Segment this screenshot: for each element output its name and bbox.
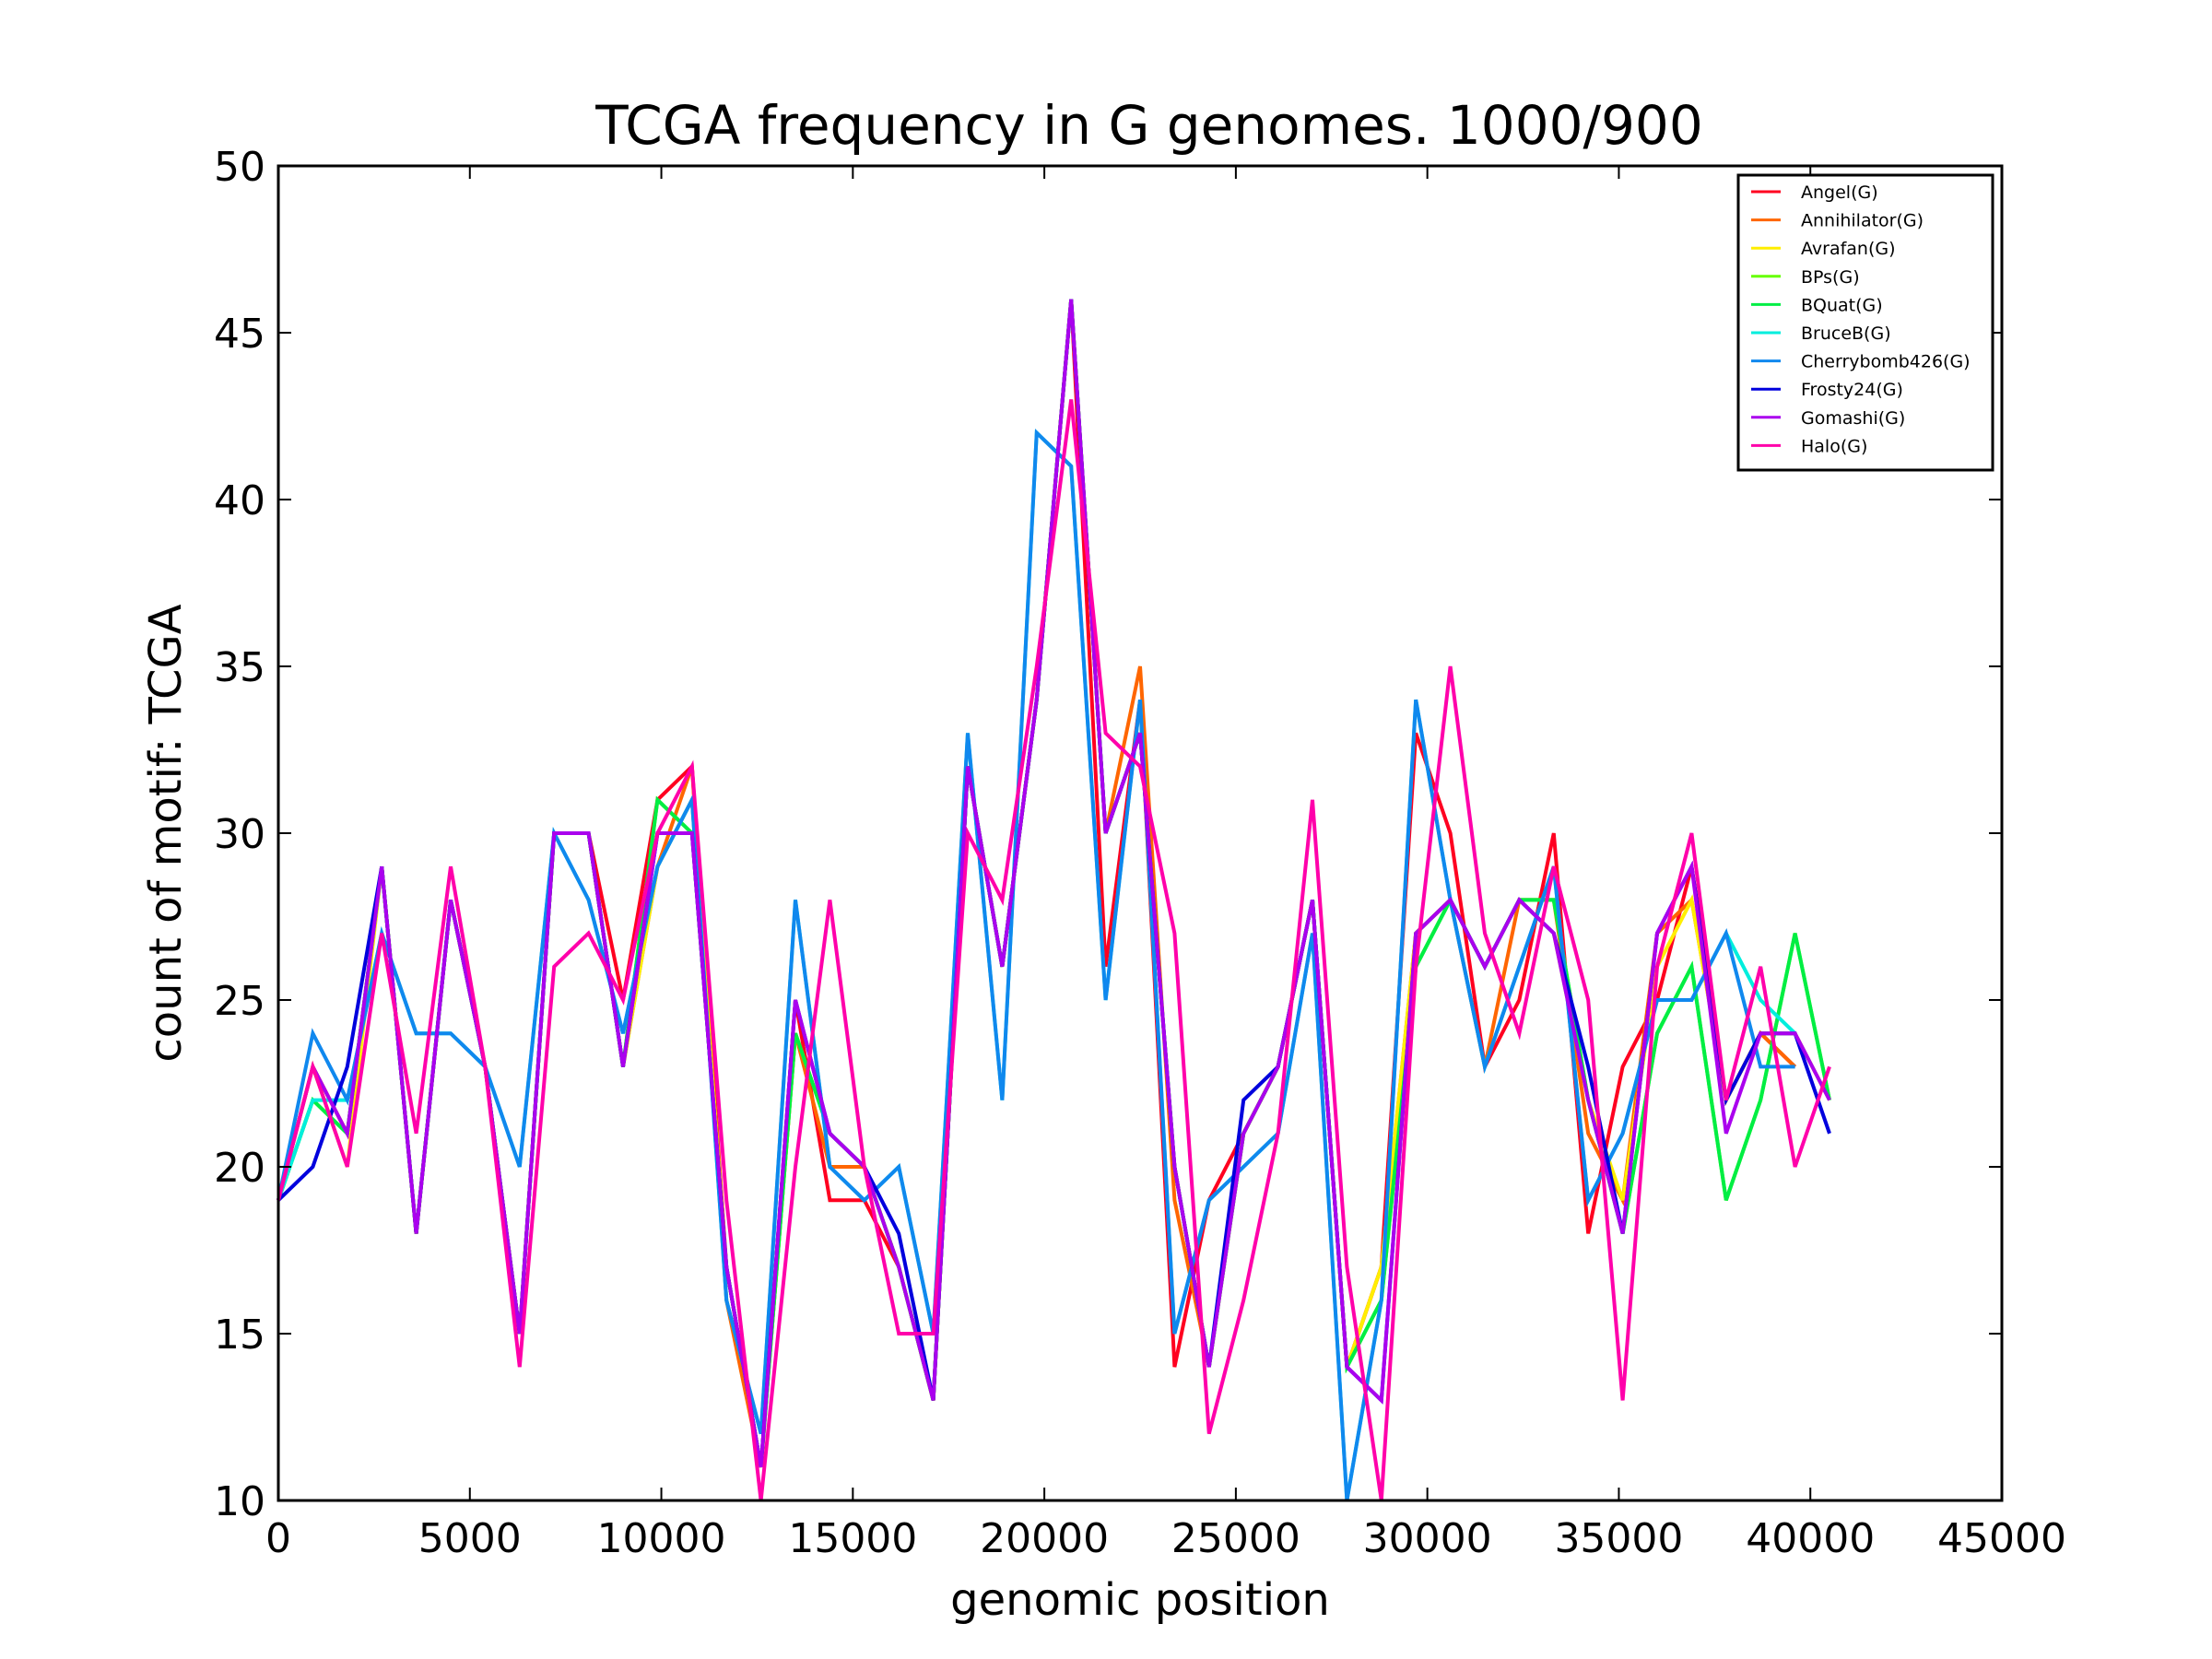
x-tick-label: 5000 [418, 1515, 522, 1562]
y-tick-label: 45 [214, 311, 265, 358]
y-tick-label: 40 [214, 477, 265, 524]
legend-label-3: BPs(G) [1801, 267, 1860, 288]
x-tick-label: 20000 [980, 1515, 1109, 1562]
series-line-8 [276, 299, 1831, 1468]
y-tick-label: 35 [214, 644, 265, 691]
series-line-6 [276, 429, 1795, 1501]
axis-ticks: 0 5000 10000 15000 20000 25000 30000 35000 40000… [214, 144, 2066, 1562]
y-tick-label: 30 [214, 811, 265, 858]
legend-label-4: BQuat(G) [1801, 295, 1883, 315]
y-tick-label: 15 [214, 1312, 265, 1359]
x-tick-label: 45000 [1937, 1515, 2066, 1562]
legend: Angel(G) Annihilator(G) Avrafan(G) BPs(G) BQ… [1736, 173, 1994, 472]
legend-label-8: Gomashi(G) [1801, 408, 1905, 429]
legend-label-9: Halo(G) [1801, 436, 1867, 456]
legend-label-7: Frosty24(G) [1801, 380, 1903, 400]
legend-box [1736, 173, 1994, 472]
y-tick-label: 50 [214, 144, 265, 191]
y-tick-label: 25 [214, 978, 265, 1025]
y-tick-label: 10 [214, 1478, 265, 1525]
legend-label-6: Cherrybomb426(G) [1801, 352, 1971, 372]
x-tick-label: 35000 [1554, 1515, 1683, 1562]
y-tick-label: 20 [214, 1145, 265, 1192]
x-tick-label: 15000 [788, 1515, 917, 1562]
legend-label-5: BruceB(G) [1801, 324, 1891, 344]
x-tick-label: 10000 [597, 1515, 726, 1562]
series-line-9 [276, 399, 1831, 1501]
x-tick-label: 25000 [1171, 1515, 1300, 1562]
x-tick-label: 0 [265, 1515, 291, 1562]
legend-label-0: Angel(G) [1801, 182, 1878, 203]
x-tick-label: 40000 [1746, 1515, 1875, 1562]
series-layer [276, 299, 1831, 1501]
legend-label-1: Annihilator(G) [1801, 211, 1924, 231]
legend-label-2: Avrafan(G) [1801, 239, 1896, 259]
y-axis-label: count of motif: TCGA [140, 604, 192, 1062]
series-line-5 [276, 429, 1796, 1501]
x-tick-label: 30000 [1363, 1515, 1492, 1562]
series-line-1 [276, 299, 1796, 1468]
x-axis-label: genomic position [950, 1574, 1330, 1626]
chart-title: TCGA frequency in G genomes. 1000/900 [594, 94, 1703, 157]
series-line-0 [276, 299, 1796, 1468]
